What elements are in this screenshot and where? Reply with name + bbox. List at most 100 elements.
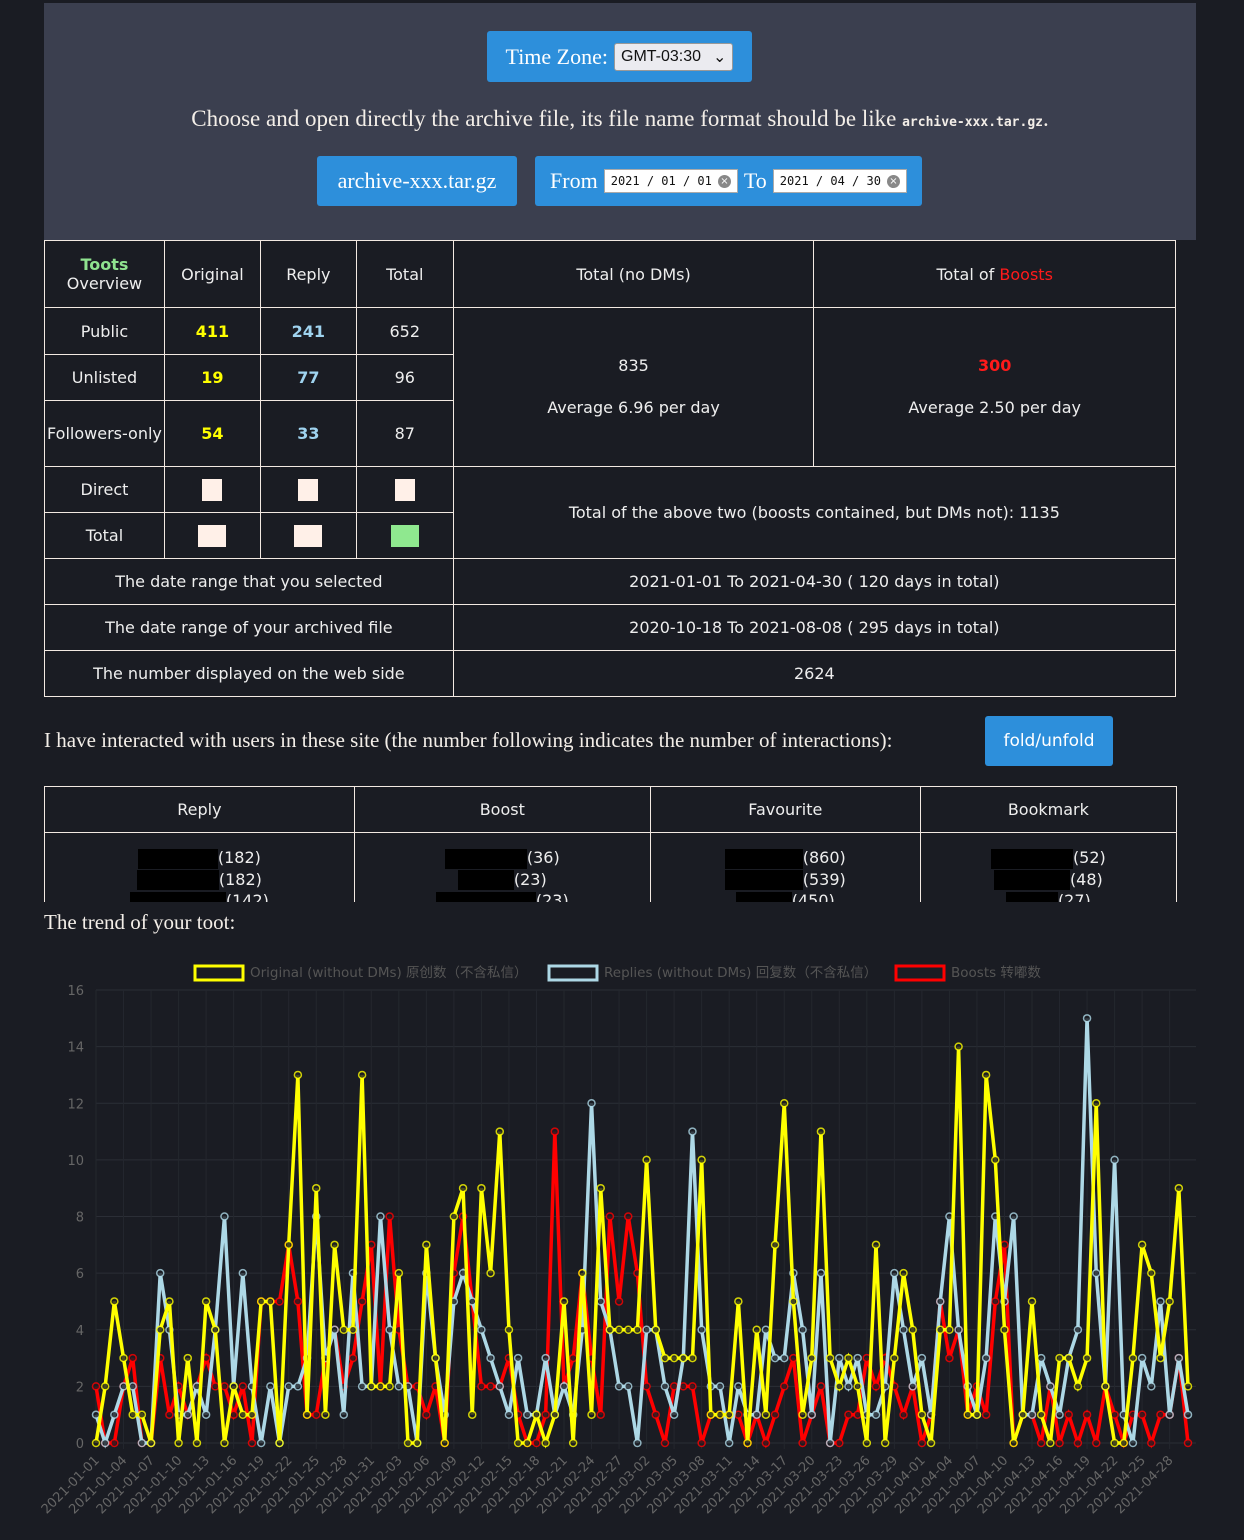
to-date-value: 2021 / 04 / 30 bbox=[779, 174, 881, 188]
fold-unfold-button[interactable]: fold/unfold bbox=[985, 716, 1113, 766]
reply-header: Reply bbox=[259, 240, 357, 308]
data-point bbox=[761, 1438, 771, 1448]
data-point bbox=[1073, 1325, 1083, 1334]
from-date-value: 2021 / 01 / 01 bbox=[610, 174, 712, 188]
boost-cell: (36) (23) (23) bbox=[353, 832, 651, 902]
data-point bbox=[394, 1382, 404, 1391]
clear-circle-icon[interactable]: × bbox=[717, 174, 731, 188]
web-count-value: 2624 bbox=[452, 650, 1177, 697]
data-point bbox=[706, 1410, 716, 1419]
data-point bbox=[541, 1438, 550, 1448]
data-point bbox=[311, 1183, 321, 1193]
to-label: To bbox=[743, 168, 767, 193]
list-item: (182) bbox=[217, 848, 261, 867]
data-point bbox=[779, 1382, 789, 1391]
archive-file-button[interactable]: archive-xxx.tar.gz bbox=[317, 156, 517, 206]
data-point bbox=[256, 1297, 266, 1306]
list-item: (23) bbox=[535, 891, 569, 902]
unlisted-total: 96 bbox=[355, 354, 454, 401]
data-point bbox=[541, 1410, 550, 1419]
data-point bbox=[293, 1382, 303, 1391]
range-archive-label: The date range of your archived file bbox=[44, 604, 454, 651]
total-total bbox=[355, 512, 454, 559]
original-header: Original bbox=[163, 240, 261, 308]
data-point bbox=[1082, 1410, 1092, 1419]
data-point bbox=[1000, 1240, 1009, 1250]
y-tick-label: 4 bbox=[76, 1324, 84, 1339]
data-point bbox=[917, 1438, 927, 1448]
data-point bbox=[513, 1438, 523, 1448]
fold-label: fold/unfold bbox=[1003, 731, 1095, 751]
data-point bbox=[642, 1155, 651, 1165]
row-label: Unlisted bbox=[44, 354, 165, 401]
data-point bbox=[504, 1325, 514, 1334]
data-point bbox=[1147, 1438, 1156, 1448]
data-point bbox=[688, 1382, 697, 1391]
data-point bbox=[1055, 1353, 1064, 1363]
data-point bbox=[1036, 1353, 1046, 1363]
range-selected-value: 2021-01-01 To 2021-04-30 ( 120 days in t… bbox=[452, 558, 1177, 605]
data-point bbox=[256, 1438, 266, 1448]
total-original bbox=[163, 512, 261, 559]
data-point bbox=[229, 1382, 238, 1391]
data-point bbox=[1137, 1353, 1147, 1363]
data-point bbox=[770, 1410, 780, 1419]
data-point bbox=[504, 1410, 514, 1419]
list-item: (450) bbox=[791, 891, 835, 902]
data-point bbox=[761, 1325, 771, 1334]
data-point bbox=[642, 1325, 651, 1334]
data-point bbox=[614, 1297, 624, 1306]
list-item: (48) bbox=[1069, 869, 1103, 889]
timezone-select[interactable]: GMT-03:30 ⌄ bbox=[614, 42, 734, 71]
data-point bbox=[284, 1382, 293, 1391]
data-point bbox=[394, 1268, 404, 1278]
clear-circle-icon[interactable]: × bbox=[886, 174, 900, 188]
data-point bbox=[954, 1042, 963, 1051]
intro-end: . bbox=[1043, 106, 1049, 131]
list-item: (539) bbox=[802, 869, 846, 889]
list-item: (23) bbox=[513, 869, 547, 889]
data-point bbox=[660, 1353, 670, 1363]
to-date-input[interactable]: 2021 / 04 / 30 × bbox=[772, 169, 907, 193]
data-point bbox=[523, 1438, 532, 1448]
data-point bbox=[1036, 1438, 1046, 1448]
data-point bbox=[697, 1438, 706, 1448]
data-point bbox=[623, 1325, 633, 1334]
data-point bbox=[1055, 1410, 1064, 1419]
interactions-text: I have interacted with users in these si… bbox=[44, 728, 893, 752]
col-favourite: Favourite bbox=[649, 786, 921, 833]
row-label: Followers-only bbox=[44, 400, 165, 467]
data-point bbox=[100, 1438, 110, 1448]
data-point bbox=[899, 1325, 908, 1334]
data-point bbox=[1073, 1382, 1083, 1391]
interactions-table-wrap[interactable]: Reply Boost Favourite Bookmark (182) (182) (1… bbox=[44, 786, 1177, 902]
data-point bbox=[1183, 1410, 1193, 1419]
data-point bbox=[1018, 1410, 1028, 1419]
y-tick-label: 16 bbox=[67, 984, 84, 999]
from-date-input[interactable]: 2021 / 01 / 01 × bbox=[603, 169, 738, 193]
data-point bbox=[1128, 1438, 1138, 1448]
data-point bbox=[623, 1212, 633, 1221]
col-boost: Boost bbox=[353, 786, 651, 833]
data-point bbox=[587, 1099, 596, 1108]
avg-nodm: Average 6.96 per day bbox=[547, 398, 720, 417]
data-point bbox=[871, 1240, 881, 1250]
bookmark-cell: (52) (48) (27) bbox=[919, 832, 1177, 902]
data-point bbox=[798, 1410, 807, 1419]
data-point bbox=[183, 1410, 193, 1419]
data-point bbox=[568, 1438, 578, 1448]
intro-text: Choose and open directly the archive fil… bbox=[44, 106, 1196, 132]
data-point bbox=[1009, 1438, 1018, 1448]
data-point bbox=[477, 1382, 486, 1391]
data-point bbox=[853, 1382, 862, 1391]
trend-chart: 02468101214162021-01-012021-01-042021-01… bbox=[39, 964, 1196, 1517]
list-item: (36) bbox=[526, 848, 560, 867]
reply-cell: (182) (182) (142) bbox=[44, 832, 355, 902]
data-point bbox=[339, 1325, 349, 1334]
public-original: 411 bbox=[163, 307, 261, 355]
data-point bbox=[110, 1297, 119, 1306]
data-point bbox=[211, 1382, 220, 1391]
unlisted-original: 19 bbox=[163, 354, 261, 401]
data-point bbox=[247, 1410, 257, 1419]
y-tick-label: 12 bbox=[67, 1097, 84, 1112]
